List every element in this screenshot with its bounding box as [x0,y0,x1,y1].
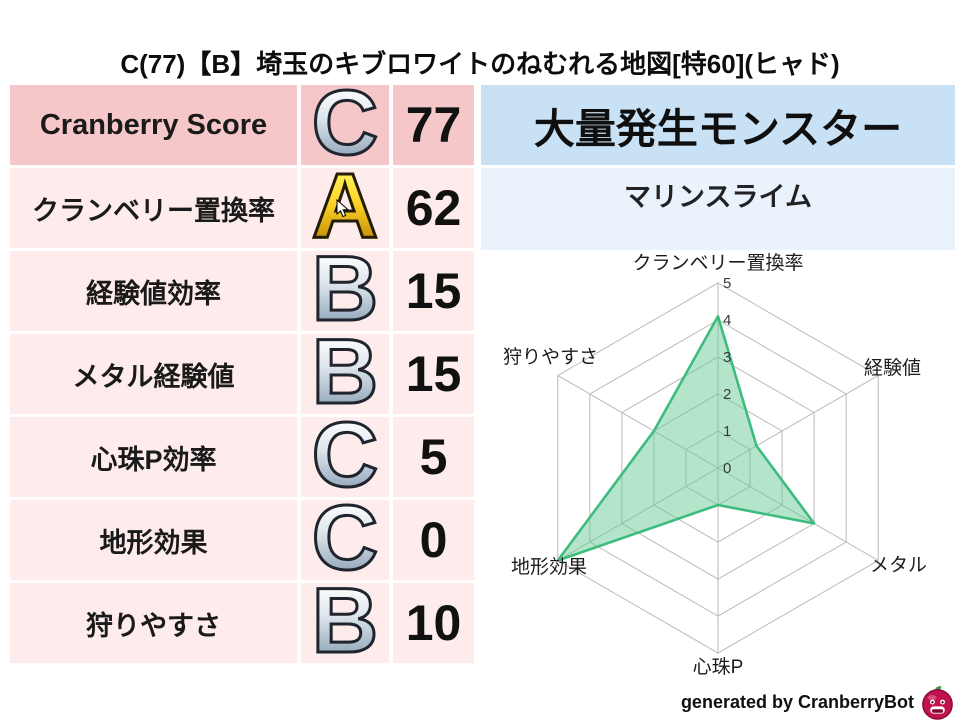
radar-tick-label: 4 [723,312,731,329]
grade-letter-icon: B [301,583,389,663]
monster-panel: 大量発生モンスター マリンスライム [481,85,955,250]
score-row-label: クランベリー置換率 [10,168,297,248]
score-row-label: 地形効果 [10,500,297,580]
radar-spoke [557,375,719,469]
radar-axis-label: 狩りやすさ [503,346,598,368]
cranberrybot-berry-icon [922,685,953,720]
score-table: Cranberry Score C 77 クランベリー置換率 A 62 経験値効… [10,85,474,666]
grade-letter-icon: B [301,251,389,331]
radar-chart: 0 1 2 3 4 5 クランベリー置換率経験値メタル心珠P 地形効果 狩りやすさ [480,252,960,697]
radar-data-polygon [556,315,816,562]
score-row-label: メタル経験値 [10,334,297,414]
score-row-label: 心珠P効率 [10,417,297,497]
grade-letter-icon: C [301,500,389,580]
score-table-row: クランベリー置換率 A 62 [10,168,474,248]
grade-letter: C [310,85,379,165]
radar-axis-label: メタル [870,554,927,576]
footer-credit: generated by CranberryBot [681,684,955,720]
grade-letter-icon: C [301,85,389,165]
radar-tick-label: 2 [723,386,731,403]
radar-spoke [717,467,879,561]
radar-tick-label: 0 [723,460,731,477]
score-table-row: Cranberry Score C 77 [10,85,474,165]
mouse-cursor-icon [336,199,349,218]
grade-letter-icon: C [301,417,389,497]
page-title: C(77)【B】埼玉のキブロワイトのねむれる地図[特60](ヒャド) [120,49,840,79]
score-row-label: 経験値効率 [10,251,297,331]
score-row-value: 62 [393,168,474,248]
score-table-row: 狩りやすさ B 10 [10,583,474,663]
score-table-row: メタル経験値 B 15 [10,334,474,414]
grade-letter-icon: B [301,334,389,414]
score-row-label: Cranberry Score [10,85,297,165]
grade-letter: B [310,251,379,331]
radar-tick-label: 1 [723,423,731,440]
score-row-value: 0 [393,500,474,580]
radar-axis-label: 心珠P [693,656,744,678]
radar-axis-label: 地形効果 [511,556,587,578]
score-row-value: 10 [393,583,474,663]
radar-spoke [557,467,719,561]
score-table-row: 地形効果 C 0 [10,500,474,580]
radar-axis-label: 経験値 [864,357,921,379]
grade-letter: C [310,500,379,580]
score-row-label: 狩りやすさ [10,583,297,663]
score-table-row: 経験値効率 B 15 [10,251,474,331]
grade-letter: B [310,583,379,663]
radar-axis-label: クランベリー置換率 [632,252,803,274]
radar-tick-label: 3 [723,349,731,366]
grade-letter: C [310,417,379,497]
score-row-value: 5 [393,417,474,497]
score-table-row: 心珠P効率 C 5 [10,417,474,497]
monster-name: マリンスライム [481,168,955,250]
radar-spoke [717,375,879,469]
score-row-value: 15 [393,334,474,414]
footer-credit-text: generated by CranberryBot [680,691,914,712]
score-row-value: 15 [393,251,474,331]
grade-letter: B [310,334,379,414]
radar-tick-label: 5 [723,275,731,292]
score-row-value: 77 [393,85,474,165]
monster-panel-header: 大量発生モンスター [481,85,955,165]
